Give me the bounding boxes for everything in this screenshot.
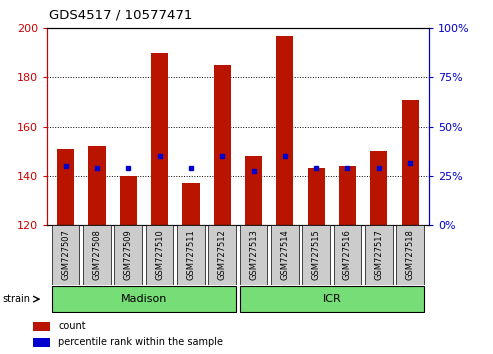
Text: GSM727511: GSM727511 bbox=[186, 229, 195, 280]
Bar bbox=[334, 225, 361, 285]
Text: GSM727515: GSM727515 bbox=[312, 229, 320, 280]
Text: GSM727518: GSM727518 bbox=[406, 229, 415, 280]
Bar bbox=[308, 168, 325, 225]
Bar bbox=[339, 166, 356, 225]
Text: GSM727509: GSM727509 bbox=[124, 229, 133, 280]
Bar bbox=[396, 225, 424, 285]
Bar bbox=[365, 225, 392, 285]
Bar bbox=[151, 53, 168, 225]
Bar bbox=[52, 225, 79, 285]
Bar bbox=[120, 176, 137, 225]
Bar bbox=[114, 225, 142, 285]
Text: GSM727513: GSM727513 bbox=[249, 229, 258, 280]
Bar bbox=[52, 286, 236, 312]
Bar bbox=[370, 151, 387, 225]
Bar bbox=[245, 156, 262, 225]
Bar bbox=[83, 225, 111, 285]
Bar bbox=[33, 338, 50, 347]
Text: GDS4517 / 10577471: GDS4517 / 10577471 bbox=[49, 9, 193, 22]
Text: GSM727514: GSM727514 bbox=[281, 229, 289, 280]
Bar bbox=[401, 99, 419, 225]
Bar bbox=[209, 225, 236, 285]
Bar bbox=[33, 321, 50, 331]
Text: GSM727512: GSM727512 bbox=[218, 229, 227, 280]
Text: strain: strain bbox=[2, 294, 31, 304]
Bar bbox=[240, 286, 424, 312]
Text: GSM727517: GSM727517 bbox=[374, 229, 383, 280]
Bar bbox=[276, 36, 293, 225]
Text: Madison: Madison bbox=[121, 293, 167, 304]
Bar bbox=[271, 225, 299, 285]
Text: ICR: ICR bbox=[322, 293, 341, 304]
Bar bbox=[146, 225, 174, 285]
Text: GSM727510: GSM727510 bbox=[155, 229, 164, 280]
Text: percentile rank within the sample: percentile rank within the sample bbox=[58, 337, 223, 347]
Bar bbox=[213, 65, 231, 225]
Bar bbox=[57, 149, 74, 225]
Bar bbox=[302, 225, 330, 285]
Bar bbox=[177, 225, 205, 285]
Text: count: count bbox=[58, 321, 86, 331]
Bar bbox=[240, 225, 267, 285]
Text: GSM727508: GSM727508 bbox=[93, 229, 102, 280]
Bar bbox=[182, 183, 200, 225]
Text: GSM727516: GSM727516 bbox=[343, 229, 352, 280]
Text: GSM727507: GSM727507 bbox=[61, 229, 70, 280]
Bar bbox=[88, 146, 106, 225]
